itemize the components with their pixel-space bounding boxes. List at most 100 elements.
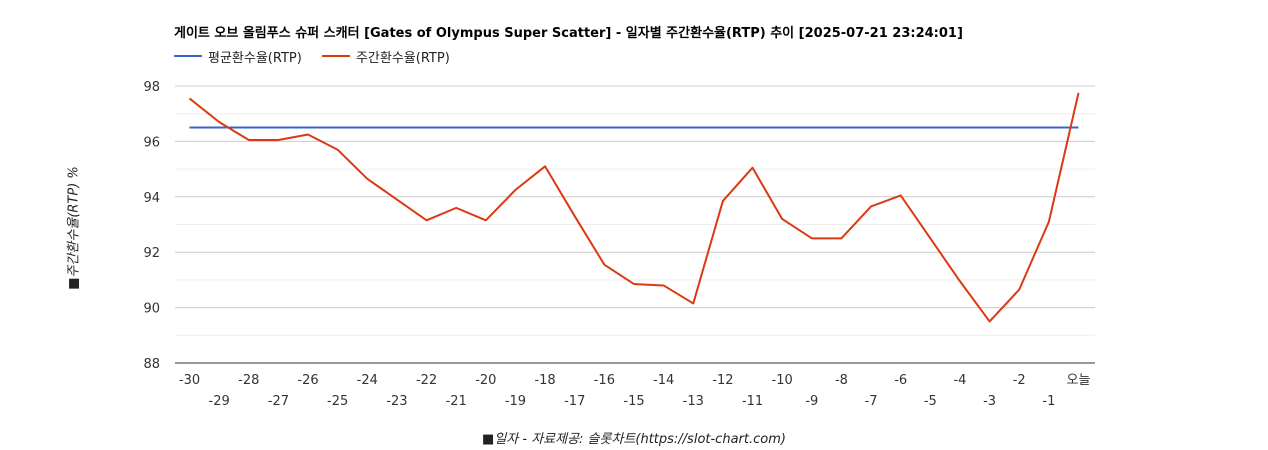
y-tick-label: 94 xyxy=(143,191,160,206)
weekly-rtp-point[interactable] xyxy=(599,260,609,270)
x-tick-label: -19 xyxy=(505,394,526,409)
weekly-rtp-point[interactable] xyxy=(273,135,283,145)
x-tick-label: -22 xyxy=(416,373,437,388)
average-rtp-point[interactable] xyxy=(362,123,372,133)
weekly-rtp-line[interactable] xyxy=(188,92,1080,323)
weekly-rtp-point[interactable] xyxy=(362,174,372,184)
x-tick-label: -21 xyxy=(446,394,467,409)
weekly-rtp-point[interactable] xyxy=(748,163,758,173)
weekly-rtp-point[interactable] xyxy=(303,129,313,139)
x-tick-label: -5 xyxy=(924,394,937,409)
weekly-rtp-point[interactable] xyxy=(807,233,817,243)
average-rtp-point[interactable] xyxy=(866,123,876,133)
x-tick-label: -27 xyxy=(268,394,289,409)
average-rtp-point[interactable] xyxy=(1044,123,1054,133)
average-rtp-point[interactable] xyxy=(1014,123,1024,133)
x-tick-label: -8 xyxy=(835,373,848,388)
y-tick-label: 90 xyxy=(143,302,160,317)
weekly-rtp-point[interactable] xyxy=(540,161,550,171)
x-tick-label: -28 xyxy=(238,373,259,388)
legend-item-weekly[interactable]: 주간환수율(RTP) xyxy=(321,47,450,66)
weekly-rtp-point[interactable] xyxy=(1014,285,1024,295)
average-rtp-point[interactable] xyxy=(925,123,935,133)
weekly-rtp-point[interactable] xyxy=(422,215,432,225)
weekly-rtp-point[interactable] xyxy=(955,276,965,286)
weekly-rtp-point[interactable] xyxy=(925,233,935,243)
x-tick-label: -26 xyxy=(297,373,318,388)
x-tick-label: -6 xyxy=(894,373,907,388)
weekly-rtp-point[interactable] xyxy=(985,316,995,326)
legend-item-average[interactable]: 평균환수율(RTP) xyxy=(174,47,302,66)
average-rtp-point[interactable] xyxy=(659,123,669,133)
average-rtp-point[interactable] xyxy=(540,123,550,133)
legend-swatch-weekly xyxy=(321,55,350,57)
weekly-rtp-point[interactable] xyxy=(718,196,728,206)
x-tick-label: -9 xyxy=(805,394,818,409)
average-rtp-point[interactable] xyxy=(510,123,520,133)
weekly-rtp-point[interactable] xyxy=(185,93,195,103)
weekly-rtp-point[interactable] xyxy=(629,279,639,289)
x-tick-label: -30 xyxy=(179,373,200,388)
average-rtp-point[interactable] xyxy=(570,123,580,133)
x-tick-label: -18 xyxy=(534,373,555,388)
average-rtp-point[interactable] xyxy=(955,123,965,133)
average-rtp-point[interactable] xyxy=(836,123,846,133)
average-rtp-point[interactable] xyxy=(599,123,609,133)
average-rtp-point[interactable] xyxy=(777,123,787,133)
average-rtp-point[interactable] xyxy=(807,123,817,133)
average-rtp-point[interactable] xyxy=(273,123,283,133)
x-tick-label: 오늘 xyxy=(1067,373,1091,388)
x-tick-label: -2 xyxy=(1013,373,1026,388)
weekly-rtp-point[interactable] xyxy=(896,190,906,200)
average-rtp-point[interactable] xyxy=(392,123,402,133)
weekly-rtp-point[interactable] xyxy=(481,215,491,225)
x-tick-label: -15 xyxy=(623,394,644,409)
average-rtp-point[interactable] xyxy=(629,123,639,133)
legend-label-weekly: 주간환수율(RTP) xyxy=(355,50,450,66)
average-rtp-point[interactable] xyxy=(688,123,698,133)
x-tick-label: -11 xyxy=(742,394,763,409)
average-rtp-point[interactable] xyxy=(185,123,195,133)
x-tick-label: -4 xyxy=(953,373,966,388)
average-rtp-point[interactable] xyxy=(422,123,432,133)
x-tick-label: -10 xyxy=(772,373,793,388)
legend-swatch-average xyxy=(174,55,202,57)
x-tick-label: -1 xyxy=(1042,394,1055,409)
average-rtp-point[interactable] xyxy=(333,123,343,133)
x-tick-label: -29 xyxy=(209,394,230,409)
average-rtp-point[interactable] xyxy=(1074,123,1084,133)
average-rtp-point[interactable] xyxy=(244,123,254,133)
x-tick-label: -14 xyxy=(653,373,674,388)
average-rtp-point[interactable] xyxy=(718,123,728,133)
average-rtp-point[interactable] xyxy=(451,123,461,133)
weekly-rtp-point[interactable] xyxy=(688,298,698,308)
weekly-rtp-point[interactable] xyxy=(1074,88,1084,98)
weekly-rtp-point[interactable] xyxy=(866,201,876,211)
x-tick-label: -24 xyxy=(357,373,378,388)
average-rtp-point[interactable] xyxy=(896,123,906,133)
weekly-rtp-point[interactable] xyxy=(570,211,580,221)
average-rtp-point[interactable] xyxy=(985,123,995,133)
legend[interactable]: 평균환수율(RTP) 주간환수율(RTP) xyxy=(174,46,466,66)
weekly-rtp-point[interactable] xyxy=(836,233,846,243)
x-tick-label: -7 xyxy=(865,394,878,409)
weekly-rtp-point[interactable] xyxy=(244,135,254,145)
average-rtp-point[interactable] xyxy=(481,123,491,133)
x-tick-label: -16 xyxy=(594,373,615,388)
y-tick-label: 96 xyxy=(143,135,160,150)
weekly-rtp-point[interactable] xyxy=(392,195,402,205)
weekly-rtp-point[interactable] xyxy=(333,145,343,155)
weekly-rtp-point[interactable] xyxy=(510,185,520,195)
x-tick-label: -13 xyxy=(683,394,704,409)
chart-title: 게이트 오브 올림푸스 슈퍼 스캐터 [Gates of Olympus Sup… xyxy=(174,26,963,41)
weekly-rtp-point[interactable] xyxy=(659,280,669,290)
weekly-rtp-point[interactable] xyxy=(451,203,461,213)
legend-label-average: 평균환수율(RTP) xyxy=(208,50,302,66)
x-tick-label: -25 xyxy=(327,394,348,409)
weekly-rtp-point[interactable] xyxy=(777,214,787,224)
average-rtp-point[interactable] xyxy=(748,123,758,133)
weekly-rtp-point[interactable] xyxy=(1044,217,1054,227)
weekly-rtp-point[interactable] xyxy=(214,117,224,127)
x-axis-title: ■일자 - 자료제공: 슬롯차트(https://slot-chart.com) xyxy=(482,432,786,447)
